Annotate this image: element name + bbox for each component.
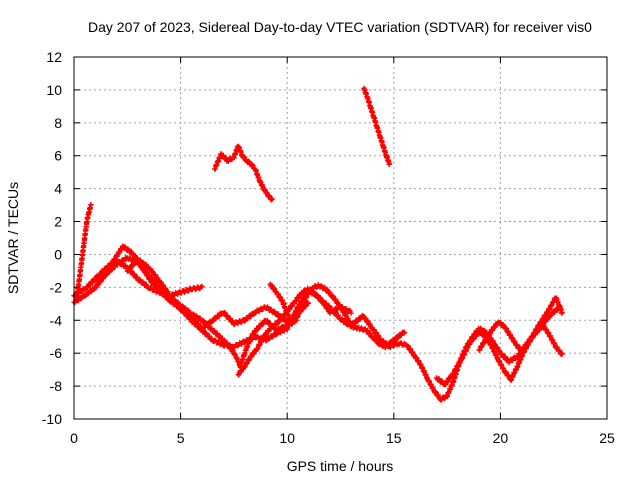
x-tick-label: 15 bbox=[386, 430, 402, 446]
data-point-marker bbox=[231, 321, 237, 328]
x-tick-label: 10 bbox=[279, 430, 295, 446]
data-point-marker bbox=[250, 163, 256, 169]
data-point-marker bbox=[273, 331, 280, 338]
series-track-g bbox=[361, 304, 563, 403]
data-point-marker bbox=[246, 159, 252, 165]
data-point-marker bbox=[88, 202, 94, 208]
y-tick-label: 4 bbox=[54, 181, 62, 197]
y-tick-label: 12 bbox=[46, 49, 62, 65]
data-point-marker bbox=[559, 351, 565, 357]
data-point-marker bbox=[559, 309, 565, 316]
series-track-e bbox=[235, 285, 408, 378]
y-tick-label: -4 bbox=[50, 312, 63, 328]
series-track-f bbox=[267, 281, 367, 329]
series-track-j bbox=[212, 143, 275, 203]
series-track-d bbox=[124, 256, 354, 351]
data-point-marker bbox=[468, 339, 474, 345]
data-point-marker bbox=[263, 338, 269, 344]
plot-frame bbox=[73, 56, 608, 420]
data-point-marker bbox=[346, 307, 352, 313]
x-axis-label: GPS time / hours bbox=[287, 458, 394, 474]
data-point-marker bbox=[470, 336, 476, 342]
data-point-marker bbox=[318, 283, 324, 289]
x-tick-label: 20 bbox=[493, 430, 509, 446]
x-tick-label: 5 bbox=[177, 430, 185, 446]
data-point-marker bbox=[269, 196, 275, 202]
y-tick-label: -2 bbox=[50, 279, 63, 295]
y-tick-label: 2 bbox=[54, 214, 62, 230]
data-point-marker bbox=[190, 311, 196, 317]
data-point-marker bbox=[271, 308, 277, 314]
data-point-marker bbox=[140, 259, 146, 265]
data-point-marker bbox=[254, 333, 260, 339]
y-axis-label: SDTVAR / TECUs bbox=[5, 182, 21, 294]
data-point-marker bbox=[270, 324, 276, 330]
data-point-marker bbox=[209, 318, 216, 324]
data-point-marker bbox=[401, 329, 408, 335]
data-point-marker bbox=[383, 340, 389, 346]
data-point-marker bbox=[367, 330, 373, 337]
x-tick-label: 0 bbox=[70, 430, 78, 446]
data-point-marker bbox=[548, 313, 554, 319]
data-point-marker bbox=[200, 328, 207, 334]
y-tick-label: 6 bbox=[54, 148, 62, 164]
data-point-marker bbox=[305, 300, 312, 306]
data-point-marker bbox=[241, 154, 248, 160]
data-marks bbox=[71, 85, 565, 403]
y-tick-label: -8 bbox=[50, 378, 63, 394]
data-point-marker bbox=[348, 310, 354, 316]
y-tick-label: 8 bbox=[54, 115, 62, 131]
data-point-marker bbox=[222, 154, 228, 161]
y-tick-label: -6 bbox=[50, 345, 63, 361]
axes: 0 5 10 15 20 25 -10 -8 -6 -4 -2 0 2 4 6 8 10 12 bbox=[42, 49, 615, 446]
y-tick-label: 0 bbox=[54, 246, 62, 262]
series-track-i bbox=[476, 295, 565, 355]
data-point-marker bbox=[199, 283, 205, 289]
data-point-marker bbox=[438, 378, 445, 384]
data-point-marker bbox=[100, 273, 106, 280]
grid-lines bbox=[74, 57, 607, 419]
x-tick-label: 25 bbox=[599, 430, 615, 446]
y-tick-label: 10 bbox=[46, 82, 62, 98]
chart-title: Day 207 of 2023, Sidereal Day-to-day VTE… bbox=[88, 19, 592, 35]
series-track-k bbox=[361, 85, 393, 167]
data-point-marker bbox=[386, 161, 393, 167]
y-tick-label: -10 bbox=[42, 411, 62, 427]
data-point-marker bbox=[249, 162, 255, 168]
